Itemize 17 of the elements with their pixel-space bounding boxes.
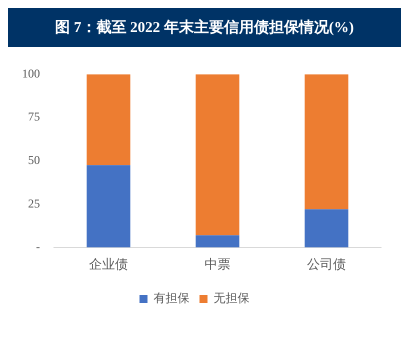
y-tick-label: 50 [28, 152, 40, 167]
legend-label: 有担保 [154, 291, 190, 306]
x-tick-label: 企业债 [89, 256, 128, 272]
bar [86, 74, 130, 166]
x-tick-label: 公司债 [307, 256, 346, 272]
legend-label: 无担保 [214, 291, 250, 306]
bar [196, 235, 240, 248]
chart-title: 图 7：截至 2022 年末主要信用债担保情况(%) [8, 8, 401, 47]
y-tick-label: - [36, 240, 40, 254]
y-tick-label: 25 [28, 196, 40, 210]
bar [196, 74, 240, 236]
bar [304, 209, 348, 248]
y-tick-label: 75 [28, 110, 40, 124]
bar [86, 165, 130, 248]
y-tick-label: 100 [22, 66, 40, 80]
bar [304, 74, 348, 210]
x-tick-label: 中票 [204, 256, 230, 272]
